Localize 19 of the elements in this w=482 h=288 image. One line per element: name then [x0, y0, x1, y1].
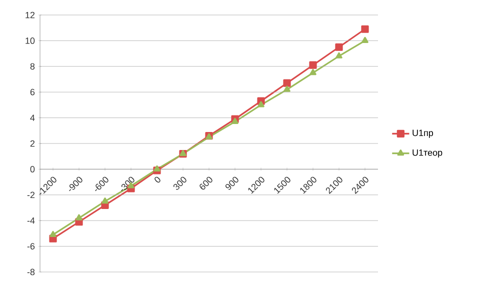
x-tick-label: 900: [225, 176, 238, 190]
y-tick-label: 4: [30, 114, 35, 121]
x-tick-label: 300: [173, 176, 186, 190]
y-tick-label: -2: [27, 192, 35, 198]
x-tick-label: -900: [69, 176, 82, 192]
y-tick-label: -8: [27, 268, 35, 276]
y-tick-label: 10: [26, 38, 35, 44]
y-tick-label: 8: [30, 63, 35, 70]
x-tick-label: 0: [154, 176, 160, 183]
y-tick-label: -6: [27, 243, 35, 250]
y-tick-label: 12: [26, 12, 35, 18]
y-tick-label: 6: [30, 88, 35, 96]
y-tick-label: -4: [27, 217, 35, 224]
x-tick-label: -600: [95, 176, 108, 192]
y-tick-label: 2: [30, 140, 35, 147]
x-tick-label: 600: [200, 176, 212, 190]
y-tick-label: 0: [30, 166, 35, 172]
legend-label: U1пр: [412, 130, 434, 138]
legend-label: U1теор: [412, 149, 442, 158]
